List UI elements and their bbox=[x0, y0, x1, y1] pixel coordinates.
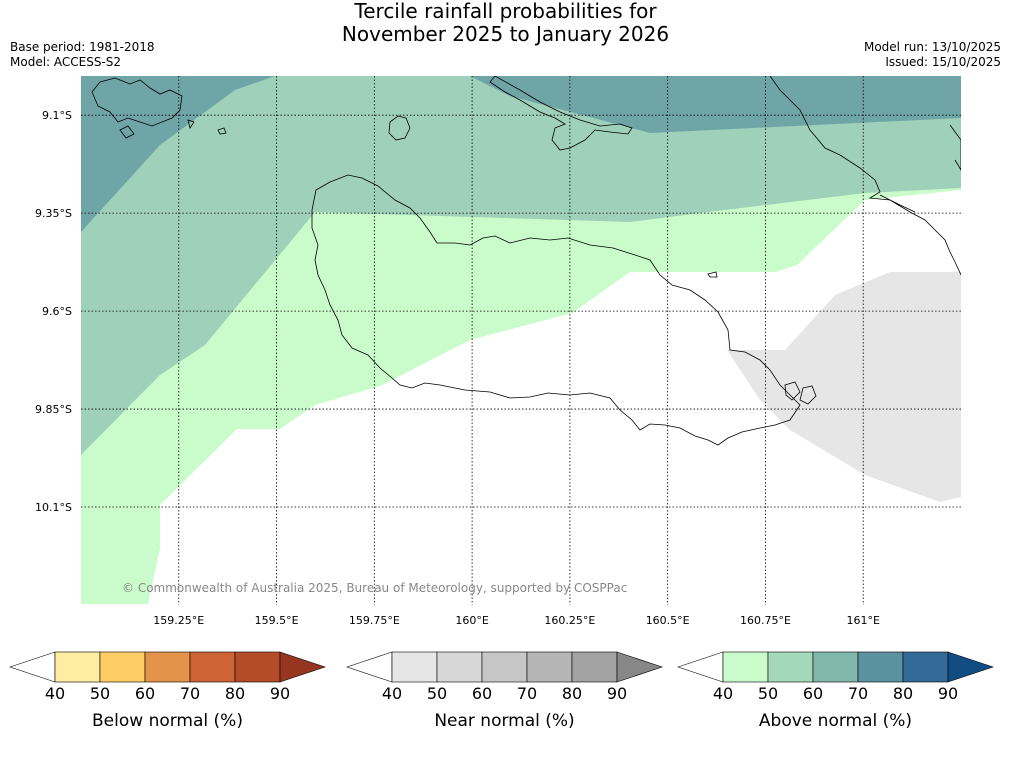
colorbar-min-extend bbox=[346, 651, 393, 683]
colorbar-segment bbox=[902, 651, 949, 683]
colorbar-tick-label: 50 bbox=[90, 684, 110, 703]
colorbar-tick-label: 70 bbox=[517, 684, 537, 703]
colorbar-below-normal: 40 50 60 70 80 90 Below normal (%) bbox=[9, 651, 326, 731]
title-line-1: Tercile rainfall probabilities for bbox=[354, 0, 657, 23]
colorbar-near-normal: 40 50 60 70 80 90 Near normal (%) bbox=[346, 651, 663, 731]
model-name: Model: ACCESS-S2 bbox=[10, 55, 122, 69]
colorbar-tick-label: 90 bbox=[938, 684, 958, 703]
colorbar-segment bbox=[54, 651, 101, 683]
lat-tick-label: 9.1°S bbox=[42, 109, 72, 122]
colorbar-min-extend bbox=[9, 651, 56, 683]
base-period: Base period: 1981-2018 bbox=[10, 40, 155, 54]
north-west-islands-coast bbox=[91, 77, 227, 139]
lon-tick-label: 161°E bbox=[846, 614, 879, 627]
model-run: Model run: 13/10/2025 bbox=[863, 40, 1001, 54]
lon-tick-label: 160.5°E bbox=[646, 614, 690, 627]
colorbar-max-extend bbox=[947, 651, 994, 683]
colorbar-segment bbox=[526, 651, 573, 683]
colorbar-tick-label: 80 bbox=[893, 684, 913, 703]
colorbar-segment bbox=[767, 651, 814, 683]
colorbar-segment bbox=[436, 651, 483, 683]
near-normal-40-50-region bbox=[727, 272, 961, 502]
main-island-coast bbox=[311, 174, 801, 446]
coastlines bbox=[91, 76, 961, 446]
colorbar-segment bbox=[234, 651, 281, 683]
colorbar-tick-label: 90 bbox=[607, 684, 627, 703]
colorbar-tick-label: 40 bbox=[45, 684, 65, 703]
islet-coast bbox=[388, 115, 411, 141]
colorbar-tick-label: 90 bbox=[270, 684, 290, 703]
colorbar-tick-label: 40 bbox=[382, 684, 402, 703]
gridlines bbox=[81, 76, 961, 605]
colorbar-tick-label: 50 bbox=[427, 684, 447, 703]
south-east-islets-coast bbox=[707, 271, 817, 405]
colorbar-segment bbox=[189, 651, 236, 683]
latitude-labels: 9.1°S 9.35°S 9.6°S 9.85°S 10.1°S bbox=[35, 109, 72, 514]
colorbar-min-extend bbox=[677, 651, 724, 683]
colorbar-title: Above normal (%) bbox=[759, 711, 912, 731]
colorbar-segment bbox=[481, 651, 528, 683]
east-island-coast bbox=[769, 76, 961, 276]
above-normal-60-70-region bbox=[81, 76, 961, 232]
colorbar-tick-label: 80 bbox=[562, 684, 582, 703]
issued-date: Issued: 15/10/2025 bbox=[885, 55, 1001, 69]
colorbar-tick-label: 40 bbox=[713, 684, 733, 703]
colorbar-max-extend bbox=[616, 651, 663, 683]
above-normal-50-60-region bbox=[81, 76, 961, 455]
meta-left: Base period: 1981-2018 Model: ACCESS-S2 bbox=[10, 40, 155, 70]
colorbar-title: Near normal (%) bbox=[434, 711, 574, 731]
colorbar-segment bbox=[99, 651, 146, 683]
meta-right: Model run: 13/10/2025 Issued: 15/10/2025 bbox=[864, 40, 1001, 70]
map-panel bbox=[81, 76, 961, 605]
lat-tick-label: 9.6°S bbox=[42, 305, 72, 318]
north-island-coast bbox=[489, 76, 633, 151]
lon-tick-label: 160.25°E bbox=[544, 614, 595, 627]
colorbar-tick-label: 70 bbox=[180, 684, 200, 703]
colorbar-segment bbox=[571, 651, 618, 683]
colorbar-segment bbox=[857, 651, 904, 683]
longitude-labels: 159.25°E 159.5°E 159.75°E 160°E 160.25°E 160.… bbox=[153, 614, 880, 627]
colorbar-above-normal: 40 50 60 70 80 90 Above normal (%) bbox=[677, 651, 994, 731]
colorbar-tick-label: 50 bbox=[758, 684, 778, 703]
lat-tick-label: 9.85°S bbox=[35, 403, 72, 416]
colorbar-segment bbox=[144, 651, 191, 683]
lon-tick-label: 160.75°E bbox=[740, 614, 791, 627]
lon-tick-label: 159.25°E bbox=[153, 614, 204, 627]
colorbar-tick-label: 60 bbox=[803, 684, 823, 703]
lon-tick-label: 160°E bbox=[455, 614, 488, 627]
colorbar-segment bbox=[812, 651, 859, 683]
colorbar-segment bbox=[722, 651, 769, 683]
copyright-notice: © Commonwealth of Australia 2025, Bureau… bbox=[122, 581, 627, 595]
lat-tick-label: 9.35°S bbox=[35, 207, 72, 220]
lon-tick-label: 159.5°E bbox=[255, 614, 299, 627]
lat-tick-label: 10.1°S bbox=[35, 501, 72, 514]
chart-title: Tercile rainfall probabilities for Novem… bbox=[0, 0, 1011, 46]
colorbar-tick-label: 80 bbox=[225, 684, 245, 703]
colorbar-title: Below normal (%) bbox=[92, 711, 243, 731]
colorbar-tick-label: 60 bbox=[472, 684, 492, 703]
title-line-2: November 2025 to January 2026 bbox=[341, 22, 670, 46]
colorbar-tick-label: 70 bbox=[848, 684, 868, 703]
colorbar-tick-label: 60 bbox=[135, 684, 155, 703]
lon-tick-label: 159.75°E bbox=[349, 614, 400, 627]
colorbar-segment bbox=[391, 651, 438, 683]
colorbar-max-extend bbox=[279, 651, 326, 683]
